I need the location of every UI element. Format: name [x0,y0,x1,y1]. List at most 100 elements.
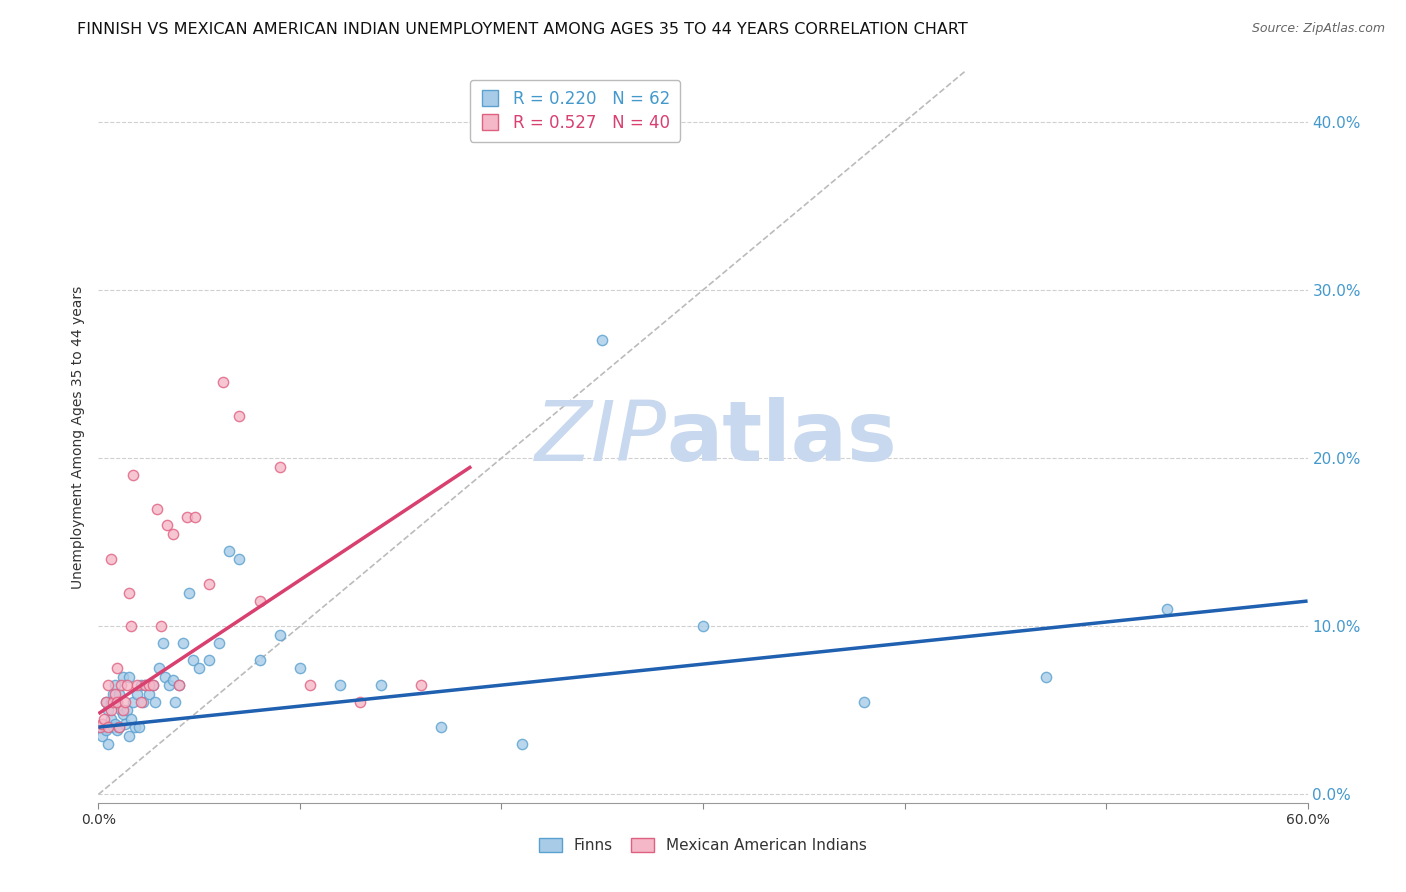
Point [111,703,134,717]
Point [100,552,122,566]
Point [105,661,128,675]
Point [114,716,136,731]
Point [510,737,533,751]
Point [97,720,120,734]
Text: ZIP: ZIP [534,397,666,477]
Point [148,661,170,675]
Point [591,334,613,348]
Point [179,585,201,599]
Point [118,670,141,684]
Point [125,686,148,700]
Point [128,720,150,734]
Point [181,653,204,667]
Point [100,695,122,709]
Point [93,720,115,734]
Point [97,703,120,717]
Point [208,636,231,650]
Point [163,695,186,709]
Point [167,678,190,692]
Point [370,678,392,692]
Point [111,706,134,721]
Point [96,695,118,709]
Point [157,678,180,692]
Point [100,703,122,717]
Point [138,678,160,692]
Point [114,695,136,709]
Point [107,686,129,700]
Point [198,577,221,591]
Point [93,712,115,726]
Point [152,636,174,650]
Text: Source: ZipAtlas.com: Source: ZipAtlas.com [1251,22,1385,36]
Point [228,409,250,423]
Point [96,695,118,709]
Point [129,695,152,709]
Point [228,552,250,566]
Point [349,695,371,709]
Point [176,510,198,524]
Point [118,729,141,743]
Point [1035,670,1057,684]
Point [692,619,714,633]
Point [162,526,184,541]
Point [118,585,141,599]
Point [111,670,134,684]
Point [96,723,118,738]
Point [138,686,160,700]
Point [142,678,165,692]
Point [132,695,155,709]
Point [91,729,114,743]
Point [89,720,111,734]
Point [1156,602,1178,616]
Point [120,619,142,633]
Point [110,703,132,717]
Point [121,695,143,709]
Point [198,653,221,667]
Point [97,737,120,751]
Point [218,543,240,558]
Point [156,518,179,533]
Point [212,376,235,390]
Point [188,661,211,675]
Point [142,678,165,692]
Point [101,686,124,700]
Point [105,695,128,709]
Point [288,661,311,675]
Point [105,723,128,738]
Point [184,510,207,524]
Point [110,678,132,692]
Legend: Finns, Mexican American Indians: Finns, Mexican American Indians [531,830,875,861]
Point [409,678,432,692]
Text: FINNISH VS MEXICAN AMERICAN INDIAN UNEMPLOYMENT AMONG AGES 35 TO 44 YEARS CORREL: FINNISH VS MEXICAN AMERICAN INDIAN UNEMP… [77,22,969,37]
Point [430,720,453,734]
Text: atlas: atlas [666,397,897,477]
Point [91,716,114,731]
Point [853,695,876,709]
Point [101,695,124,709]
Point [103,716,125,731]
Point [124,720,146,734]
Point [125,678,148,692]
Point [101,720,124,734]
Point [269,459,291,474]
Point [269,627,291,641]
Point [172,636,194,650]
Point [120,712,142,726]
Point [100,712,122,726]
Point [129,678,152,692]
Point [167,678,190,692]
Point [107,720,129,734]
Point [121,467,143,482]
Y-axis label: Unemployment Among Ages 35 to 44 years: Unemployment Among Ages 35 to 44 years [72,285,86,589]
Point [115,678,138,692]
Point [134,678,156,692]
Point [115,703,138,717]
Point [97,678,120,692]
Point [143,695,166,709]
Point [329,678,352,692]
Point [249,594,271,608]
Point [134,678,156,692]
Point [153,670,176,684]
Point [89,720,111,734]
Point [103,686,125,700]
